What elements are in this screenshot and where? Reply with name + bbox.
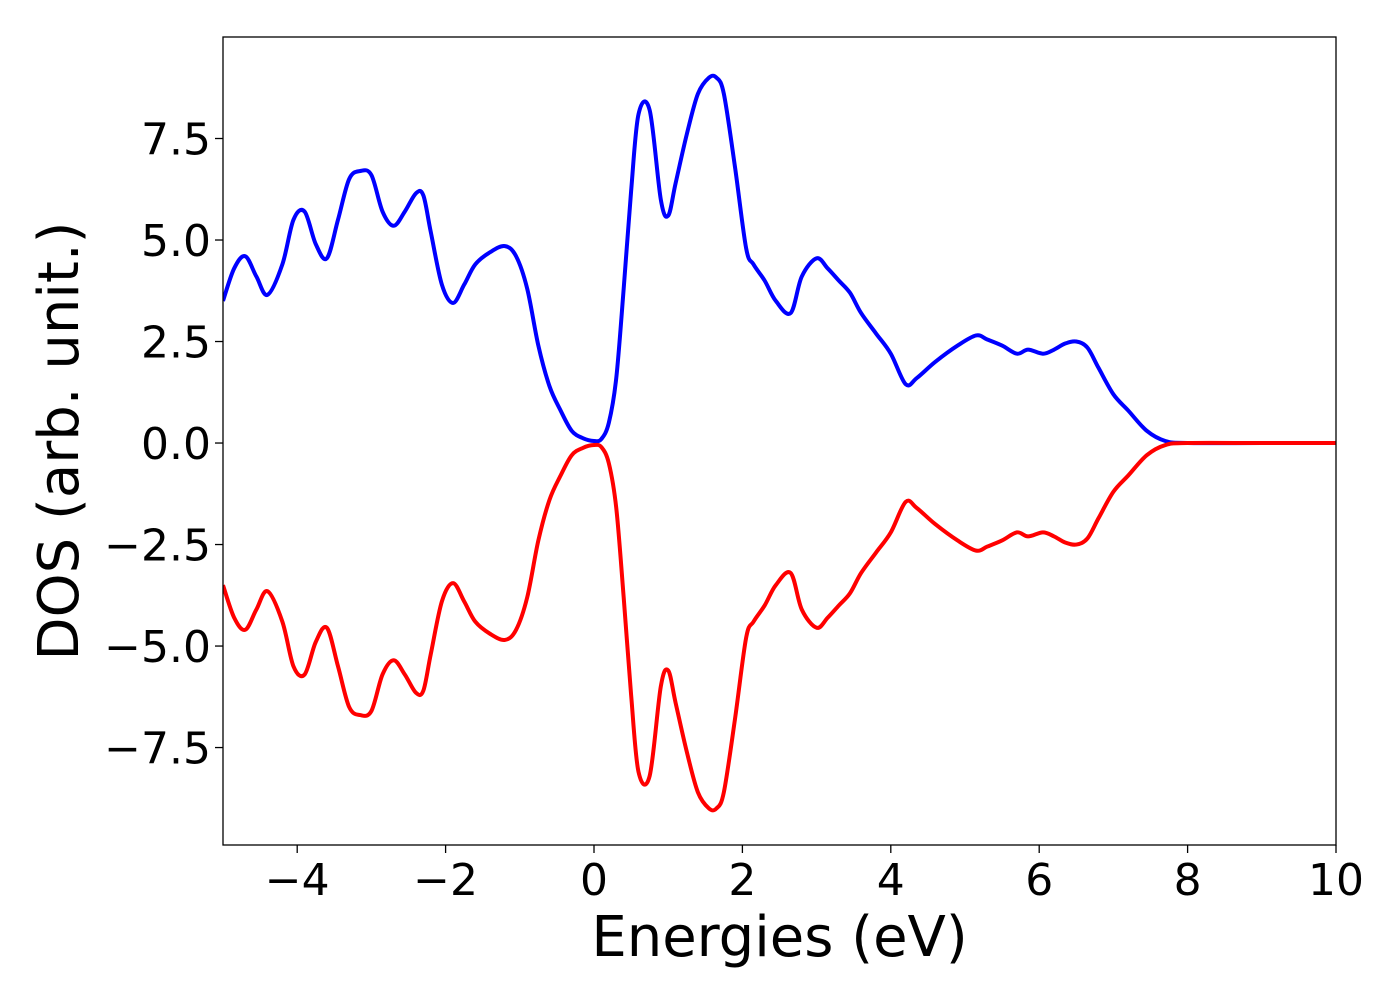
y-tick-label: 5.0 bbox=[141, 216, 211, 267]
x-tick-label: 6 bbox=[1025, 855, 1053, 906]
x-tick-label: 0 bbox=[580, 855, 608, 906]
series-layer bbox=[223, 73, 1336, 813]
x-tick-label: 10 bbox=[1308, 855, 1364, 906]
series-line-spin-up bbox=[223, 73, 1336, 446]
y-axis-title: DOS (arb. unit.) bbox=[27, 221, 92, 660]
x-tick-label: 8 bbox=[1174, 855, 1202, 906]
y-tick-label: 0.0 bbox=[141, 419, 211, 470]
plot-frame bbox=[222, 36, 1337, 846]
x-axis-title: Energies (eV) bbox=[591, 905, 967, 970]
x-tick-label: 2 bbox=[728, 855, 756, 906]
x-tick-label: −4 bbox=[265, 855, 330, 906]
y-tick-label: −2.5 bbox=[104, 521, 211, 572]
y-tick-label: −7.5 bbox=[104, 724, 211, 775]
series-line-spin-down bbox=[223, 440, 1336, 813]
y-tick-label: −5.0 bbox=[104, 622, 211, 673]
y-tick-label: 7.5 bbox=[141, 115, 211, 166]
y-axis-ticks: 7.5 5.0 2.5 0.0 −2.5 −5.0 −7.5 bbox=[104, 115, 223, 775]
x-axis-ticks: −4 −2 0 2 4 6 8 10 bbox=[265, 845, 1364, 906]
y-tick-label: 2.5 bbox=[141, 318, 211, 369]
x-tick-label: 4 bbox=[877, 855, 905, 906]
x-tick-label: −2 bbox=[413, 855, 478, 906]
